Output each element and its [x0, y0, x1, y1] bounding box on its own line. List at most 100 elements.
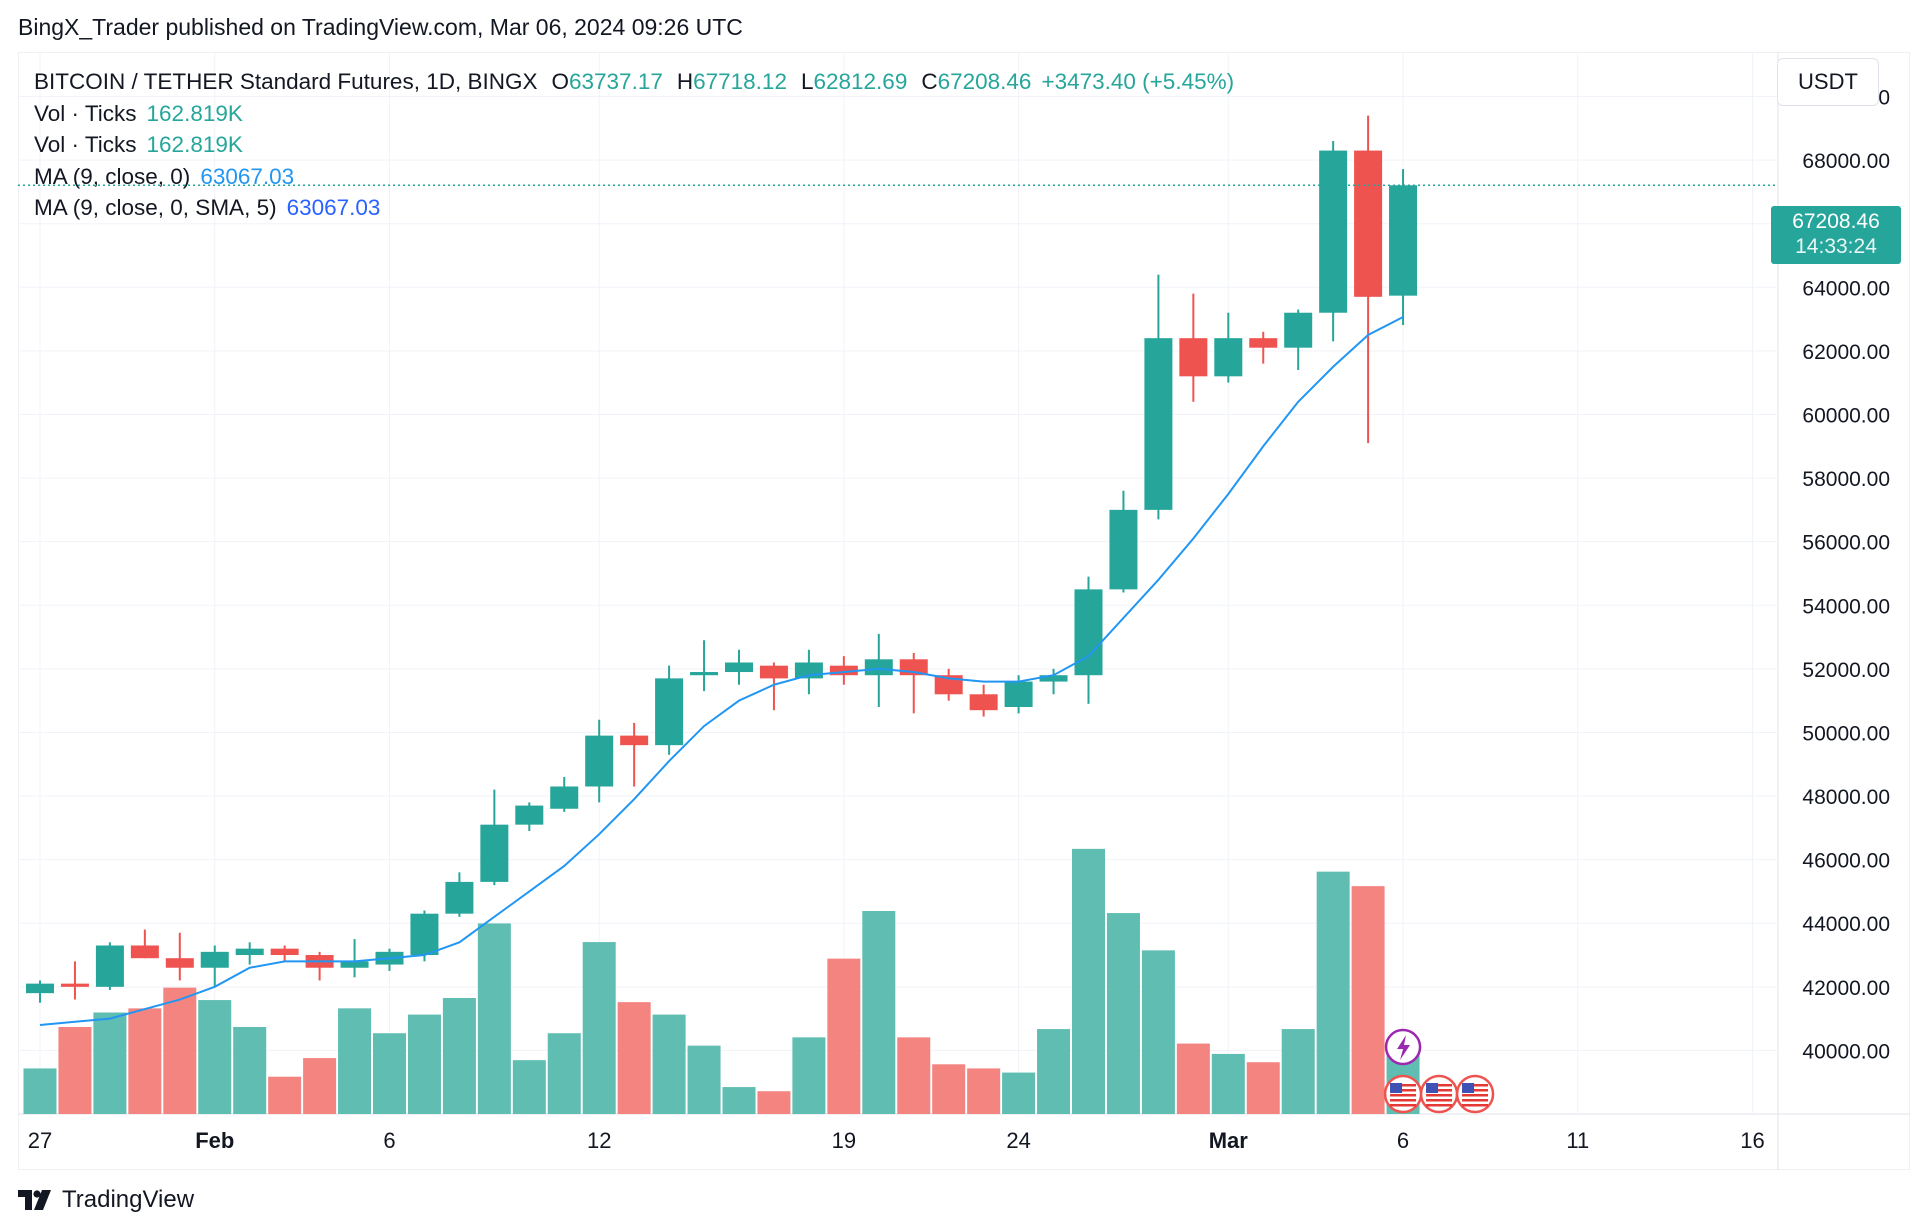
price-tick-label: 62000.00 — [1802, 341, 1890, 364]
flag-stripe — [1390, 1094, 1417, 1097]
flag-stripe — [1462, 1099, 1489, 1102]
candle-body — [725, 662, 753, 673]
candle-body — [60, 983, 89, 987]
volume-bar — [722, 1087, 756, 1114]
symbol-title[interactable]: BITCOIN / TETHER Standard Futures, 1D, B… — [34, 69, 538, 94]
candlestick-chart[interactable]: 40000.00 42000.00 44000.00 46000.00 48000.00… — [18, 52, 1910, 1170]
candle — [899, 652, 928, 714]
high-key: H — [676, 69, 694, 94]
candle-body — [410, 913, 439, 956]
legend-volume-row-1[interactable]: Vol · Ticks 162.819K — [34, 98, 1234, 130]
candle — [585, 719, 614, 803]
currency-selector[interactable]: USDT — [1777, 58, 1879, 106]
candle-body — [655, 678, 684, 746]
volume-bar — [477, 923, 511, 1114]
candle-body — [1354, 150, 1383, 297]
time-tick-label: 12 — [587, 1128, 611, 1153]
candle — [1179, 293, 1208, 402]
volume-bar — [303, 1058, 337, 1114]
volume-bar — [442, 998, 476, 1114]
candle — [1039, 668, 1068, 695]
price-scale[interactable]: 40000.00 42000.00 44000.00 46000.00 48000.00… — [1802, 87, 1890, 1064]
candle — [1249, 331, 1278, 364]
candle — [725, 649, 753, 685]
candle — [1354, 115, 1383, 444]
candle — [445, 872, 474, 917]
price-tick-label: 54000.00 — [1802, 595, 1890, 618]
tradingview-logo-icon — [18, 1190, 51, 1210]
price-tick-label: 56000.00 — [1802, 532, 1890, 555]
candle — [1319, 141, 1348, 342]
candle — [480, 789, 509, 886]
candle-body — [130, 945, 159, 959]
us-flag-event-icon — [1383, 1074, 1423, 1114]
bar-countdown: 14:33:24 — [1795, 235, 1877, 258]
price-tick-label: 50000.00 — [1802, 722, 1890, 745]
candle — [1214, 312, 1243, 383]
price-tick-label: 52000.00 — [1802, 659, 1890, 682]
price-tick-label: 42000.00 — [1802, 977, 1890, 1000]
ma-label: MA (9, close, 0, SMA, 5) — [34, 195, 277, 220]
volume-bar — [1141, 950, 1175, 1114]
tradingview-logo[interactable]: TradingView — [18, 1186, 194, 1214]
volume-bar — [163, 987, 197, 1114]
volume-bar — [687, 1045, 721, 1114]
candle — [829, 656, 858, 685]
candle-body — [1039, 675, 1068, 682]
candle-body — [690, 672, 719, 676]
candle — [410, 910, 439, 962]
candle-body — [1004, 681, 1033, 708]
flag-canton — [1462, 1083, 1475, 1093]
candle — [864, 633, 893, 708]
price-tick-label: 48000.00 — [1802, 786, 1890, 809]
volume-bar — [512, 1060, 546, 1114]
volume-bar — [1211, 1053, 1245, 1114]
candle-body — [620, 735, 649, 746]
flag-stripe — [1462, 1094, 1489, 1097]
price-tick-label: 64000.00 — [1802, 277, 1890, 300]
volume-bar — [862, 911, 896, 1114]
candle — [165, 932, 194, 981]
candle — [26, 980, 54, 1003]
candle — [1144, 274, 1173, 520]
candle — [1074, 576, 1103, 704]
candle-body — [1249, 338, 1278, 348]
volume-bar — [233, 1027, 267, 1114]
legend-symbol-row[interactable]: BITCOIN / TETHER Standard Futures, 1D, B… — [34, 66, 1234, 98]
price-tick-label: 40000.00 — [1802, 1040, 1890, 1063]
open-value: 63737.17 — [569, 69, 663, 94]
candle-body — [1109, 509, 1138, 590]
moving-average — [18, 184, 1778, 1026]
volume-label: Vol · Ticks — [34, 100, 137, 126]
time-scale[interactable]: 27 Feb 6 12 19 24 Mar 6 11 16 — [28, 1128, 1765, 1153]
lightning-bolt-shape — [1397, 1035, 1411, 1060]
volume-bar — [967, 1068, 1001, 1114]
grid — [18, 52, 1910, 1170]
candle — [95, 942, 124, 990]
flag-stripe — [1426, 1104, 1453, 1107]
change-value: +3473.40 (+5.45%) — [1041, 69, 1235, 94]
candle — [969, 684, 998, 717]
candle-body — [864, 659, 893, 676]
time-tick-label: Mar — [1209, 1128, 1249, 1153]
candle-body — [1389, 185, 1418, 296]
candle — [934, 668, 963, 701]
volume-bar — [1351, 886, 1385, 1114]
candle — [620, 722, 649, 787]
price-tick-label: 68000.00 — [1802, 150, 1890, 173]
event-markers[interactable] — [1383, 1028, 1495, 1114]
candle-body — [515, 805, 544, 825]
volume-bar — [1002, 1072, 1036, 1114]
legend-ma-row-2[interactable]: MA (9, close, 0, SMA, 5) 63067.03 — [34, 192, 1234, 224]
time-tick-label: 16 — [1740, 1128, 1764, 1153]
legend-ma-row-1[interactable]: MA (9, close, 0) 63067.03 — [34, 161, 1234, 193]
legend-volume-row-2[interactable]: Vol · Ticks 162.819K — [34, 129, 1234, 161]
candle-body — [1319, 150, 1348, 313]
volume-bar — [268, 1076, 302, 1114]
volume-bar — [1246, 1062, 1280, 1114]
volume-bar — [407, 1014, 441, 1114]
price-tick-label: 44000.00 — [1802, 913, 1890, 936]
candle — [1109, 490, 1138, 593]
candle-body — [1214, 338, 1243, 377]
volume-bar — [897, 1037, 931, 1114]
